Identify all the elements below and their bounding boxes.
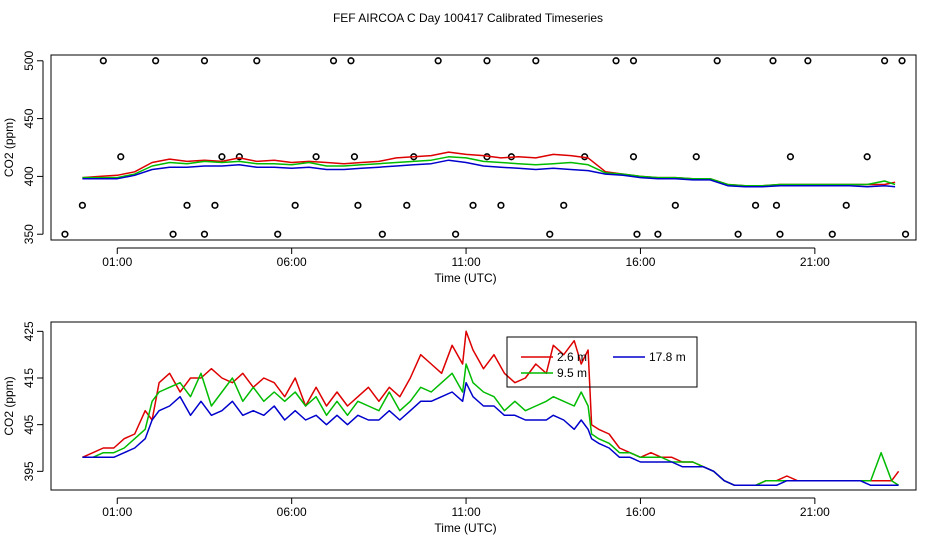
y-tick-label: 400	[22, 166, 36, 186]
series-line-17-8-m	[82, 159, 896, 188]
calibration-point	[713, 57, 721, 65]
y-tick-label: 500	[22, 50, 36, 70]
calibration-point	[274, 230, 282, 238]
calibration-point	[235, 153, 243, 161]
calibration-point	[152, 57, 160, 65]
calibration-point	[469, 201, 477, 209]
calibration-point	[881, 57, 889, 65]
calibration-point	[863, 153, 871, 161]
calibration-point	[483, 57, 491, 65]
calibration-point	[169, 230, 177, 238]
legend-label: 17.8 m	[649, 350, 686, 364]
x-tick-label: 01:00	[102, 505, 132, 519]
calibration-point	[451, 230, 460, 238]
calibration-point	[183, 201, 191, 209]
calibration-point	[629, 153, 638, 161]
calibration-point	[560, 201, 568, 209]
y-tick-label: 405	[22, 414, 36, 434]
legend-label: 9.5 m	[557, 366, 587, 380]
calibration-point	[629, 57, 638, 65]
y-axis-label: CO2 (ppm)	[2, 118, 16, 177]
calibration-point	[403, 201, 411, 209]
calibration-point	[734, 230, 742, 238]
calibration-point	[253, 57, 261, 65]
calibration-point	[211, 201, 219, 209]
calibration-point	[633, 230, 641, 238]
calibration-point	[99, 57, 107, 65]
calibration-point	[692, 153, 700, 161]
series-line-9-5-m	[82, 156, 896, 187]
legend-label: 2.6 m	[557, 350, 587, 364]
calibration-point	[776, 230, 784, 238]
calibration-point	[546, 230, 554, 238]
x-tick-label: 11:00	[451, 505, 480, 519]
calibration-point	[347, 57, 355, 65]
calibration-point	[532, 57, 540, 65]
y-tick-label: 450	[22, 108, 36, 128]
calibration-point	[434, 57, 442, 65]
calibration-point	[291, 201, 299, 209]
calibration-point	[751, 201, 760, 209]
calibration-point	[312, 153, 320, 161]
series-line-17-8-m	[82, 381, 899, 487]
legend-box	[506, 336, 698, 388]
y-tick-label: 395	[22, 461, 36, 481]
calibration-point	[898, 57, 906, 65]
series-line-2-6-m	[82, 151, 896, 187]
series-line-2-6-m	[82, 330, 900, 487]
calibration-point	[200, 57, 209, 65]
x-tick-label: 11:00	[451, 255, 480, 269]
x-axis-label: Time (UTC)	[434, 271, 496, 285]
calibration-point	[772, 201, 781, 209]
calibration-point	[497, 201, 505, 209]
calibration-point	[61, 230, 69, 238]
x-tick-label: 16:00	[625, 505, 655, 519]
x-tick-label: 06:00	[277, 505, 307, 519]
calibration-point	[654, 230, 662, 238]
x-tick-label: 21:00	[800, 255, 830, 269]
series-line-9-5-m	[82, 363, 900, 487]
y-tick-label: 415	[22, 368, 36, 388]
top-panel: 01:00 06:00 11:00 16:00 21:00 Time (UTC) 350 40…	[2, 50, 917, 285]
calibration-point	[78, 201, 86, 209]
x-tick-label: 01:00	[102, 255, 132, 269]
x-tick-label: 21:00	[800, 505, 830, 519]
calibration-point	[329, 57, 338, 65]
calibration-point	[769, 57, 777, 65]
y-tick-label: 425	[22, 321, 36, 341]
calibration-point	[612, 57, 620, 65]
x-axis-label: Time (UTC)	[434, 521, 496, 535]
y-tick-label: 350	[22, 224, 36, 244]
calibration-point	[117, 153, 125, 161]
calibration-point	[671, 201, 679, 209]
calibration-point	[354, 201, 362, 209]
plot-frame	[50, 54, 917, 241]
calibration-point	[842, 201, 850, 209]
x-tick-label: 16:00	[625, 255, 655, 269]
calibration-point	[804, 57, 812, 65]
calibration-point	[218, 153, 226, 161]
x-tick-label: 06:00	[277, 255, 307, 269]
calibration-point	[828, 230, 836, 238]
calibration-point	[378, 230, 386, 238]
calibration-point	[200, 230, 209, 238]
figure-title: FEF AIRCOA C Day 100417 Calibrated Times…	[333, 11, 603, 25]
calibration-point	[786, 153, 795, 161]
calibration-point	[901, 230, 910, 238]
calibration-point	[350, 153, 359, 161]
bottom-panel: 01:00 06:00 11:00 16:00 21:00 Time (UTC) 395 40…	[2, 321, 917, 535]
plot-frame	[50, 321, 917, 491]
y-axis-label: CO2 (ppm)	[2, 376, 16, 435]
